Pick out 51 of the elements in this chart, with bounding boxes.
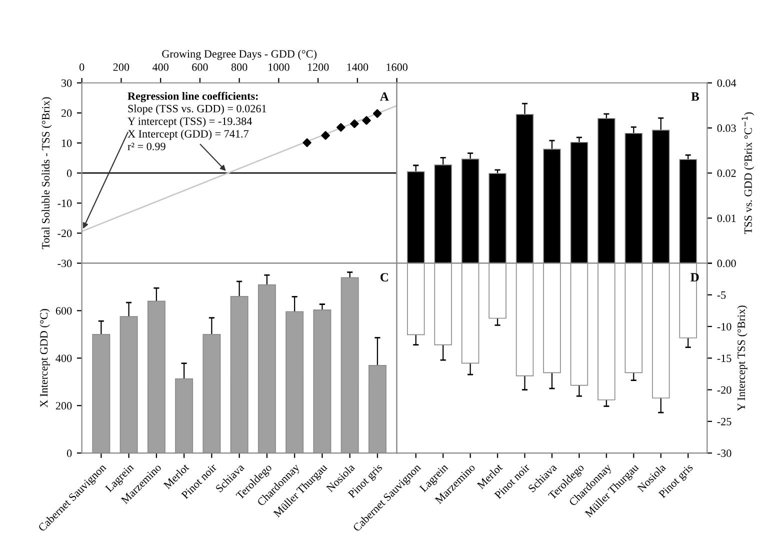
y-tick-label: -5: [717, 291, 726, 299]
point: [336, 122, 346, 132]
annotation: Slope (TSS vs. GDD) = 0.0261: [128, 104, 266, 115]
y-tick-label: -30: [58, 260, 72, 268]
annotation: A: [380, 92, 389, 101]
y-axis-title: X Intercept GDD (°C): [40, 309, 50, 408]
x-tick-label: 600: [192, 63, 208, 71]
point: [321, 131, 330, 140]
point: [362, 116, 371, 125]
x-tick-label: 1200: [308, 63, 329, 71]
y2-axis-title: Y Intercept TSS (°Brix): [737, 306, 748, 411]
x-tick-label: 1400: [347, 63, 368, 71]
y-tick-label: 20: [61, 109, 72, 117]
x-axis-title: Growing Degree Days - GDD (°C): [162, 50, 316, 60]
y-tick-label: 0: [66, 170, 72, 178]
y-tick-label: -25: [717, 418, 732, 426]
y-tick-label: 0.00: [717, 260, 736, 268]
y-tick-label: -15: [717, 354, 732, 362]
y-tick-label: -30: [717, 450, 732, 458]
y-tick-label: 0.02: [717, 170, 736, 178]
point: [350, 119, 359, 128]
y-tick-label: 10: [62, 139, 72, 147]
x-tick-label: 1600: [386, 63, 408, 71]
y-axis-title: Total Soluble Solids - TSS (°Brix): [42, 97, 52, 250]
y-tick-label: -20: [58, 230, 72, 238]
y-tick-label: 600: [56, 307, 72, 315]
annotation: D: [690, 273, 699, 282]
y-tick-label: 30: [62, 79, 72, 87]
point: [372, 109, 382, 118]
y-tick-label: -10: [58, 200, 72, 208]
y-tick-label: 400: [56, 354, 72, 362]
y-tick-label: 200: [56, 402, 72, 410]
y-tick-label: 0: [66, 450, 72, 458]
y-tick-label: 0.03: [717, 124, 736, 132]
annotation: X Intercept (GDD) = 741.7: [128, 130, 249, 140]
y-tick-label: -20: [717, 386, 732, 394]
annotation: r² = 0.99: [128, 142, 166, 150]
y-tick-label: 0.04: [717, 79, 736, 87]
x-tick-label: 0: [79, 63, 84, 71]
annotation: C: [380, 273, 388, 282]
y-tick-label: 0.01: [717, 214, 736, 222]
x-tick-label: 400: [152, 63, 168, 71]
x-tick-label: 1000: [268, 63, 290, 71]
y-tick-label: -10: [717, 322, 732, 330]
x-tick-label: 800: [231, 63, 248, 71]
y2-axis-title: TSS vs. GDD (°Brix °C$^{−1}$): [742, 112, 754, 234]
point: [302, 138, 312, 148]
annotation: Y intercept (TSS) = -19.384: [128, 117, 252, 128]
annotation: B: [691, 92, 700, 101]
annotation: Regression line coefficients:: [128, 92, 258, 102]
x-tick-label: 200: [113, 63, 130, 71]
